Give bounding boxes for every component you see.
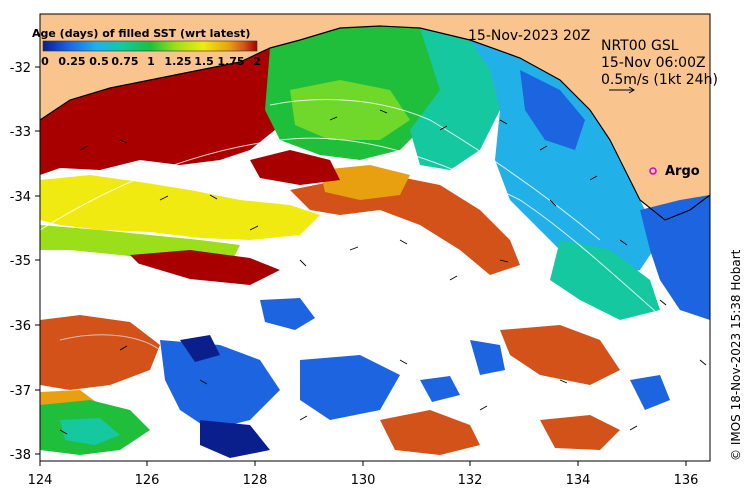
y-tick-label: -36 (10, 319, 31, 334)
sst-patch-brown-east (540, 415, 620, 450)
sst-patch-amber-central (320, 165, 410, 200)
sst-patch-navy-south (200, 420, 270, 458)
colorbar-tick: 2 (253, 55, 261, 68)
axis-tick-marks (35, 66, 687, 466)
map-date-title: 15-Nov-2023 20Z (468, 28, 590, 44)
argo-marker: Argo (649, 164, 700, 179)
bathymetry-contour-3 (59, 334, 161, 351)
sst-patch-teal-southwest (60, 418, 120, 445)
y-tick-label: -32 (10, 61, 31, 76)
sst-patch-dark-red-central (250, 150, 340, 185)
product-name: NRT00 GSL (601, 38, 679, 54)
sst-patch-orange-central (290, 175, 520, 275)
colorbar: Age (days) of filled SST (wrt latest) 0 … (32, 27, 261, 68)
vector-scale-label: 0.5m/s (1kt 24h) (601, 72, 718, 88)
x-tick-label: 124 (28, 473, 53, 488)
sst-patch-blue-south-central (300, 355, 400, 420)
sst-patch-blue-southcentral (420, 376, 460, 402)
colorbar-gradient (42, 40, 258, 52)
y-tick-label: -38 (10, 448, 31, 463)
credit-label: © IMOS 18-Nov-2023 15:38 Hobart (729, 249, 743, 461)
sst-patch-navy-mid (180, 335, 220, 362)
argo-float-icon (649, 167, 657, 175)
colorbar-tick: 0 (41, 55, 49, 68)
colorbar-tick: 1 (147, 55, 155, 68)
sst-patch-blue-south (160, 340, 280, 430)
sst-patch-teal-east (550, 240, 660, 320)
bathymetry-contour-1 (40, 137, 701, 351)
sst-patch-blue-east (640, 195, 710, 320)
colorbar-tick: 1.5 (194, 55, 214, 68)
colorbar-tick: 1.75 (217, 55, 244, 68)
x-tick-label: 126 (135, 473, 160, 488)
colorbar-title: Age (days) of filled SST (wrt latest) (32, 27, 250, 40)
x-tick-label: 132 (458, 473, 483, 488)
argo-label: Argo (665, 164, 700, 179)
x-tick-label: 130 (351, 473, 376, 488)
product-info: NRT00 GSL 15-Nov 06:00Z 0.5m/s (1kt 24h) (601, 38, 718, 94)
sst-patch-dark-red (40, 48, 280, 175)
x-tick-label: 136 (674, 473, 699, 488)
sst-patch-brown-southeast (500, 325, 620, 385)
map-plot-area (40, 14, 710, 461)
y-axis-labels: -32 -33 -34 -35 -36 -37 -38 (10, 61, 31, 463)
colorbar-tick: 0.5 (89, 55, 109, 68)
product-time: 15-Nov 06:00Z (601, 55, 706, 71)
sst-patch-brown-south (380, 410, 480, 455)
sst-patch-blue-far-east (630, 375, 670, 410)
y-tick-label: -37 (10, 384, 31, 399)
sst-patch-teal (410, 28, 500, 170)
colorbar-tick: 0.25 (58, 55, 85, 68)
sst-patch-light-blue (470, 40, 660, 280)
colorbar-tick: 1.25 (164, 55, 191, 68)
y-tick-label: -33 (10, 125, 31, 140)
bathymetry-contour-2 (269, 99, 601, 241)
sst-patch-blue-southeast (470, 340, 505, 375)
y-tick-label: -35 (10, 254, 31, 269)
coastline (40, 25, 710, 221)
x-tick-label: 134 (566, 473, 591, 488)
sst-patch-blue-mid (260, 298, 315, 330)
x-axis-labels: 124 126 128 130 132 134 136 (28, 473, 699, 488)
current-vectors (59, 109, 707, 435)
vector-scale-arrow-icon (609, 86, 635, 94)
colorbar-tick: 0.75 (111, 55, 138, 68)
sst-patch-lime (290, 80, 410, 140)
plot-frame (39, 13, 711, 462)
y-tick-label: -34 (10, 190, 31, 205)
sst-patch-orange-southwest (40, 315, 160, 390)
ocean-no-data-gap (40, 250, 540, 335)
x-tick-label: 128 (243, 473, 268, 488)
sst-patch-blue (520, 70, 585, 150)
